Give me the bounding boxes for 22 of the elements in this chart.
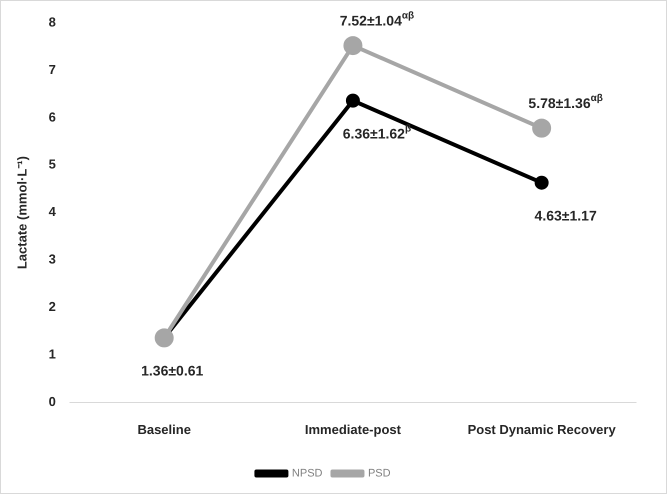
y-tick-label: 3	[48, 252, 56, 267]
point	[346, 94, 360, 108]
x-tick-label: Baseline	[137, 422, 191, 437]
y-tick-label: 0	[48, 394, 56, 409]
y-tick-label: 5	[48, 156, 56, 172]
point	[154, 328, 174, 348]
annotation: 4.63±1.17	[534, 208, 597, 224]
annotation: 1.36±0.61	[141, 362, 204, 379]
point	[343, 36, 362, 56]
y-tick-label: 2	[48, 299, 56, 314]
y-tick-label: 4	[48, 204, 57, 220]
legend-label: NPSD	[292, 468, 323, 480]
x-tick-label: Immediate-post	[304, 422, 402, 437]
point	[532, 118, 552, 138]
legend-label: PSD	[368, 468, 391, 480]
x-tick-label: Post Dynamic Recovery	[468, 422, 616, 437]
y-axis-title: Lactate (mmol·L⁻¹)	[14, 156, 30, 270]
y-tick-label: 8	[48, 14, 56, 30]
y-tick-label: 1	[48, 346, 56, 362]
y-tick-label: 7	[48, 62, 56, 77]
point	[534, 176, 549, 190]
y-tick-label: 6	[48, 109, 56, 124]
